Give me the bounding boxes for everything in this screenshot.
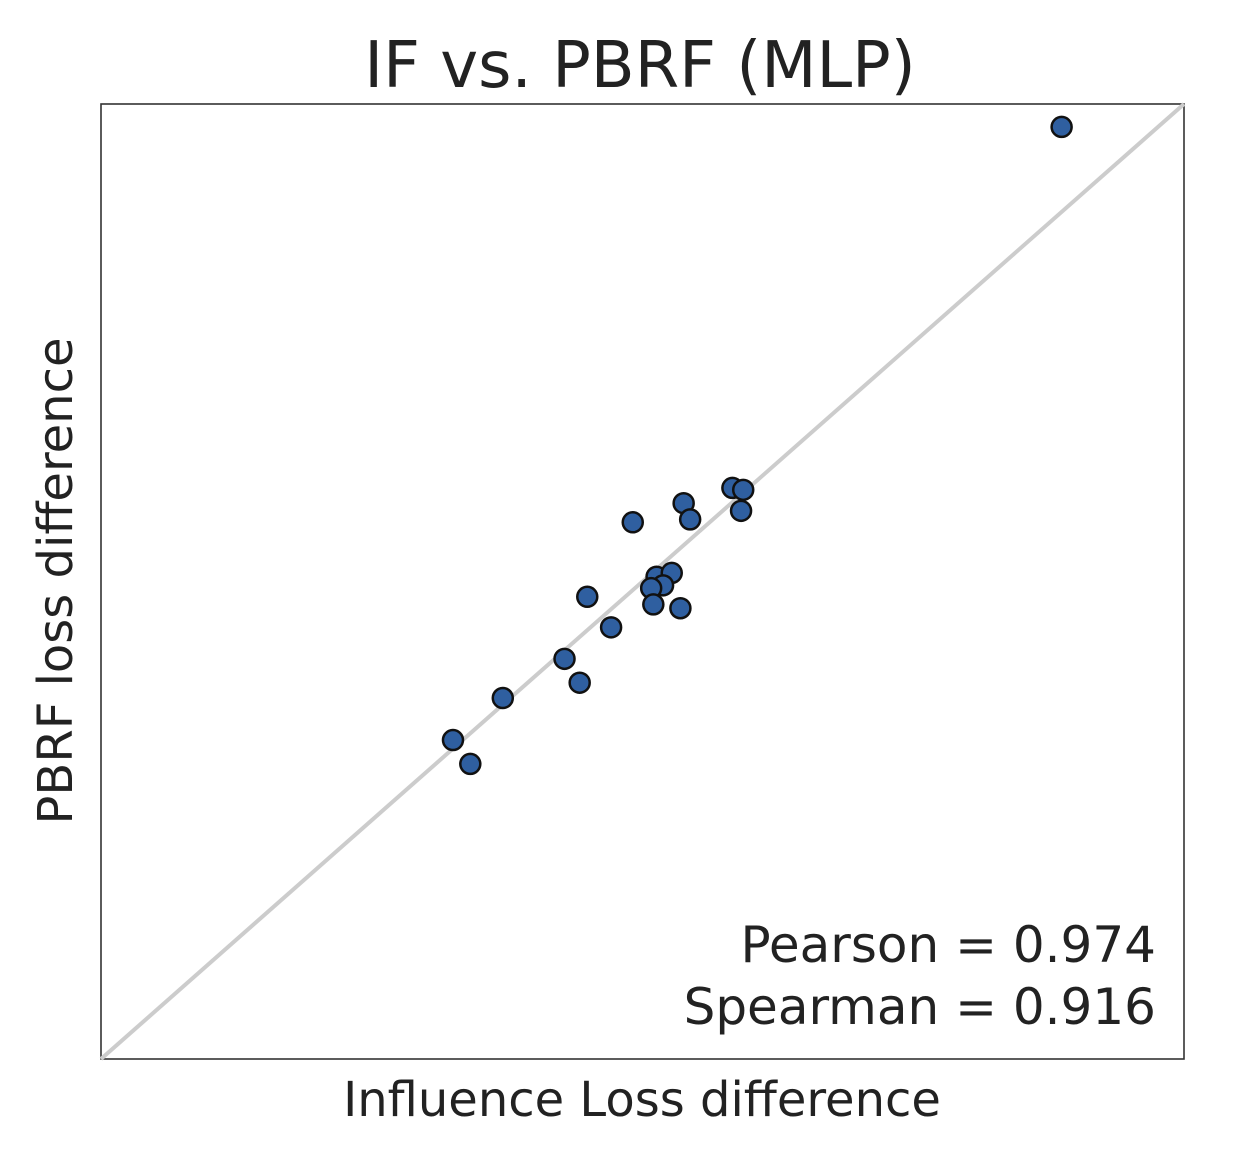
points-layer: [441, 115, 1073, 776]
plot-frame: [100, 103, 1185, 1060]
x-axis-label: Influence Loss difference: [343, 1072, 941, 1128]
scatter-point-17: [568, 671, 591, 694]
scatter-point-15: [599, 616, 623, 639]
pearson-annotation: Pearson = 0.974: [741, 916, 1156, 974]
scatter-point-20: [459, 752, 482, 776]
spearman-annotation: Spearman = 0.916: [684, 978, 1156, 1036]
scatter-point-4: [729, 499, 753, 523]
scatter-point-14: [669, 596, 692, 620]
scatter-point-13: [642, 593, 665, 616]
scatter-point-18: [491, 686, 515, 710]
scatter-point-12: [576, 585, 599, 609]
scatter-point-16: [553, 647, 576, 671]
scatter-point-3: [731, 478, 755, 502]
plot-area: [99, 102, 1186, 1061]
scatter-point-6: [678, 508, 702, 531]
chart-title: IF vs. PBRF (MLP): [364, 29, 915, 103]
scatter-point-7: [621, 511, 645, 534]
scatter-point-1: [1050, 115, 1073, 139]
y-axis-label: PBRF loss difference: [28, 337, 84, 824]
scatter-point-19: [441, 728, 465, 752]
